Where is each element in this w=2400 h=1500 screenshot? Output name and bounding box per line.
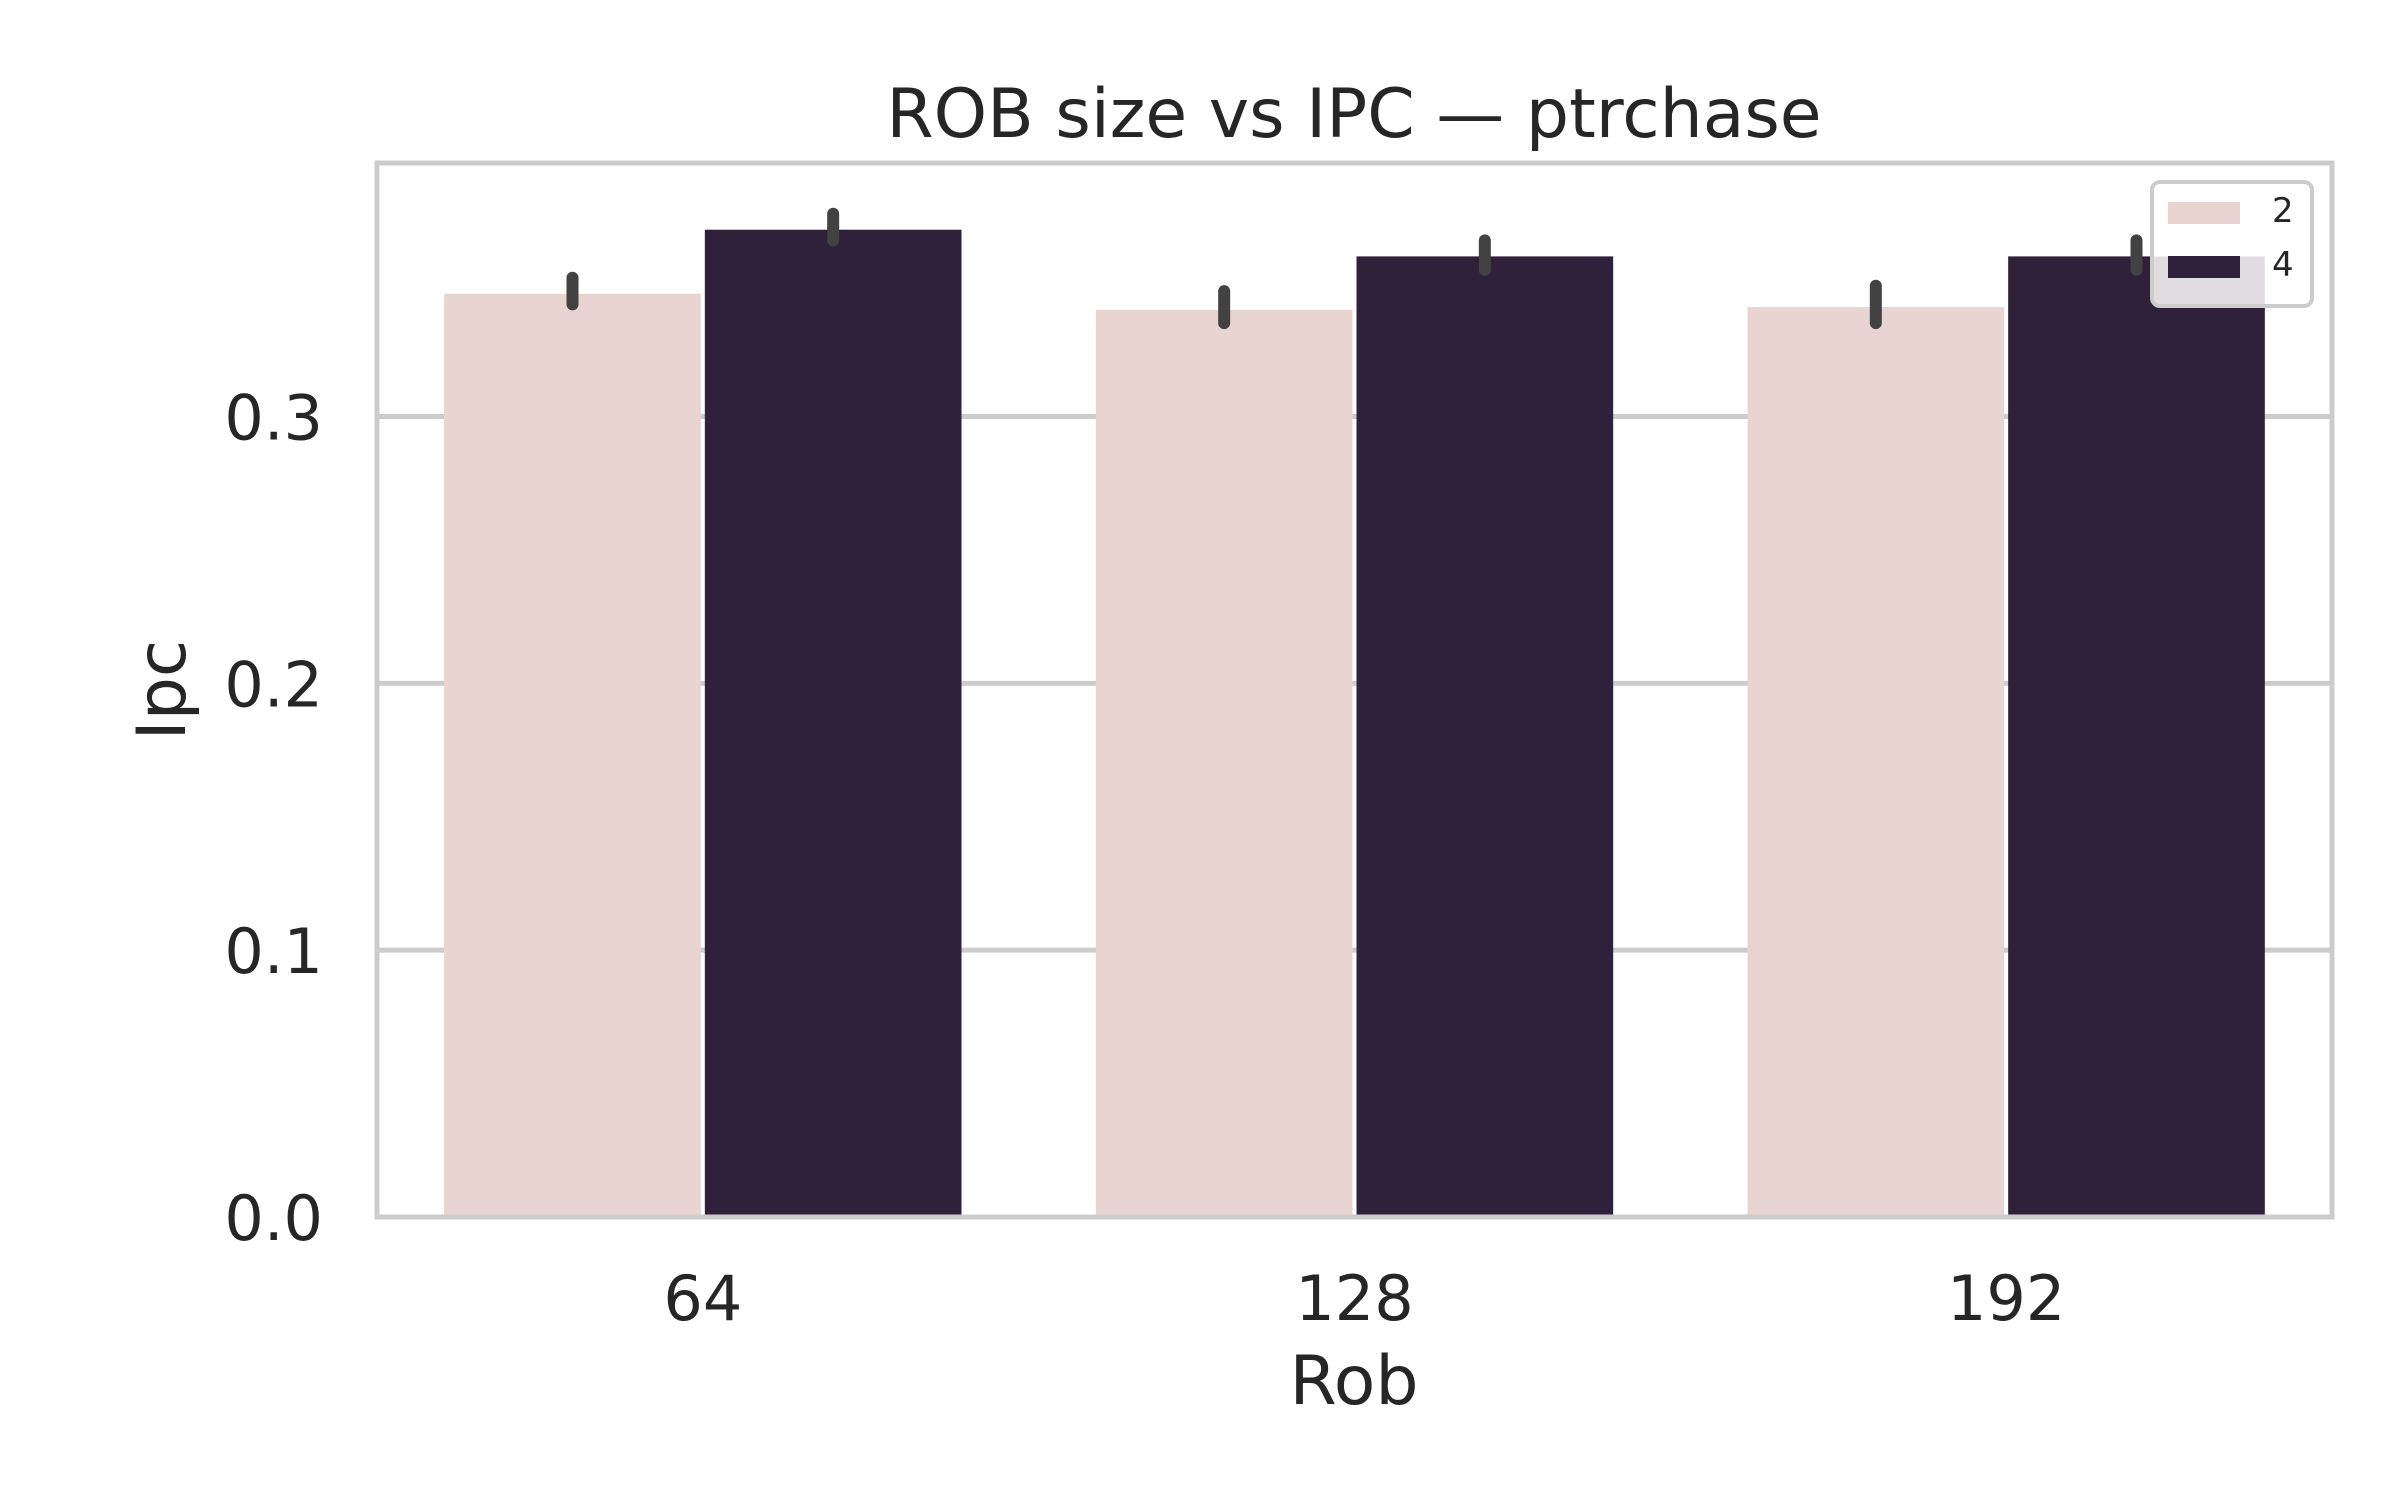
- y-tick-label: 0.1: [224, 915, 323, 988]
- y-tick-label: 0.3: [224, 381, 323, 454]
- x-tick-label: 128: [1295, 1262, 1413, 1335]
- bar: [2008, 256, 2265, 1217]
- legend-swatch: [2168, 256, 2240, 278]
- chart-title: ROB size vs IPC — ptrchase: [886, 75, 1821, 154]
- bars: [444, 229, 2265, 1217]
- x-axis-label: Rob: [1290, 1342, 1419, 1421]
- bar: [444, 293, 701, 1217]
- legend-swatch: [2168, 202, 2240, 224]
- bar: [1747, 307, 2005, 1217]
- legend: 24: [2150, 180, 2314, 308]
- y-tick-label: 0.0: [224, 1182, 323, 1255]
- y-tick-labels: 0.0 0.1 0.2 0.3: [224, 381, 323, 1255]
- x-tick-label: 64: [663, 1262, 742, 1335]
- y-tick-label: 0.2: [224, 648, 323, 721]
- y-axis-label: Ipc: [123, 640, 202, 741]
- error-bars: [566, 207, 2143, 330]
- legend-label: 2: [2272, 191, 2294, 231]
- x-tick-label: 192: [1947, 1262, 2065, 1335]
- bar: [704, 229, 962, 1217]
- plot-frame: [374, 160, 2335, 1220]
- x-tick-labels: 64 128 192: [663, 1262, 2065, 1335]
- bar: [1095, 309, 1353, 1217]
- bar: [1356, 256, 1614, 1217]
- legend-label: 4: [2272, 245, 2294, 285]
